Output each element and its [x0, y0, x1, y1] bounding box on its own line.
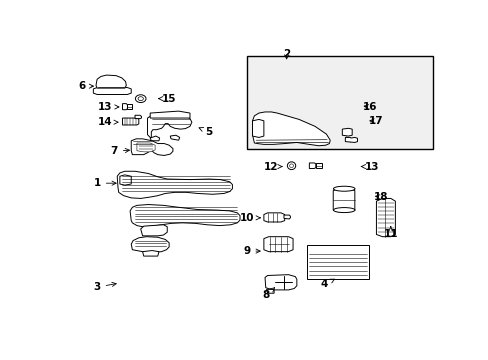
Text: 14: 14 [97, 117, 118, 127]
Polygon shape [147, 113, 191, 138]
Text: 9: 9 [243, 246, 260, 256]
Bar [246, 56, 432, 149]
Text: 12: 12 [264, 162, 282, 172]
Polygon shape [150, 111, 189, 118]
Ellipse shape [287, 162, 295, 170]
Polygon shape [264, 275, 296, 290]
Text: 17: 17 [367, 116, 382, 126]
Polygon shape [252, 120, 264, 138]
Text: 2: 2 [283, 49, 290, 59]
Text: 3: 3 [93, 282, 116, 292]
Polygon shape [264, 237, 292, 252]
Polygon shape [264, 213, 284, 222]
Text: 13: 13 [361, 162, 378, 172]
Ellipse shape [289, 164, 293, 167]
Text: 6: 6 [78, 81, 93, 91]
Polygon shape [117, 171, 232, 198]
Polygon shape [122, 118, 139, 125]
Polygon shape [141, 225, 167, 236]
Polygon shape [142, 251, 159, 256]
Polygon shape [376, 198, 395, 237]
Polygon shape [96, 75, 126, 88]
Text: 11: 11 [383, 226, 397, 239]
Text: 1: 1 [93, 178, 116, 188]
Polygon shape [170, 135, 180, 140]
Circle shape [135, 95, 146, 103]
Polygon shape [137, 143, 155, 152]
Polygon shape [332, 189, 354, 212]
Polygon shape [284, 215, 290, 219]
Polygon shape [345, 138, 357, 143]
Text: 16: 16 [362, 102, 376, 112]
Polygon shape [127, 104, 132, 109]
Polygon shape [131, 139, 173, 156]
Polygon shape [315, 163, 321, 168]
Polygon shape [131, 237, 169, 252]
Text: 8: 8 [262, 288, 274, 301]
Ellipse shape [333, 186, 354, 191]
Polygon shape [309, 163, 315, 168]
Text: 15: 15 [158, 94, 176, 104]
Ellipse shape [333, 208, 354, 212]
Text: 10: 10 [239, 213, 260, 223]
Circle shape [138, 97, 143, 100]
Text: 13: 13 [97, 102, 119, 112]
Polygon shape [122, 104, 127, 110]
Text: 7: 7 [110, 146, 129, 156]
Text: 18: 18 [373, 192, 388, 202]
Text: 4: 4 [320, 279, 334, 289]
Bar [307, 245, 368, 279]
Polygon shape [120, 175, 131, 185]
Text: 5: 5 [199, 127, 212, 137]
Polygon shape [342, 128, 351, 136]
Polygon shape [130, 204, 240, 227]
Polygon shape [252, 112, 329, 146]
Polygon shape [93, 87, 131, 94]
Polygon shape [266, 289, 274, 293]
Polygon shape [135, 115, 141, 118]
Polygon shape [150, 136, 159, 141]
